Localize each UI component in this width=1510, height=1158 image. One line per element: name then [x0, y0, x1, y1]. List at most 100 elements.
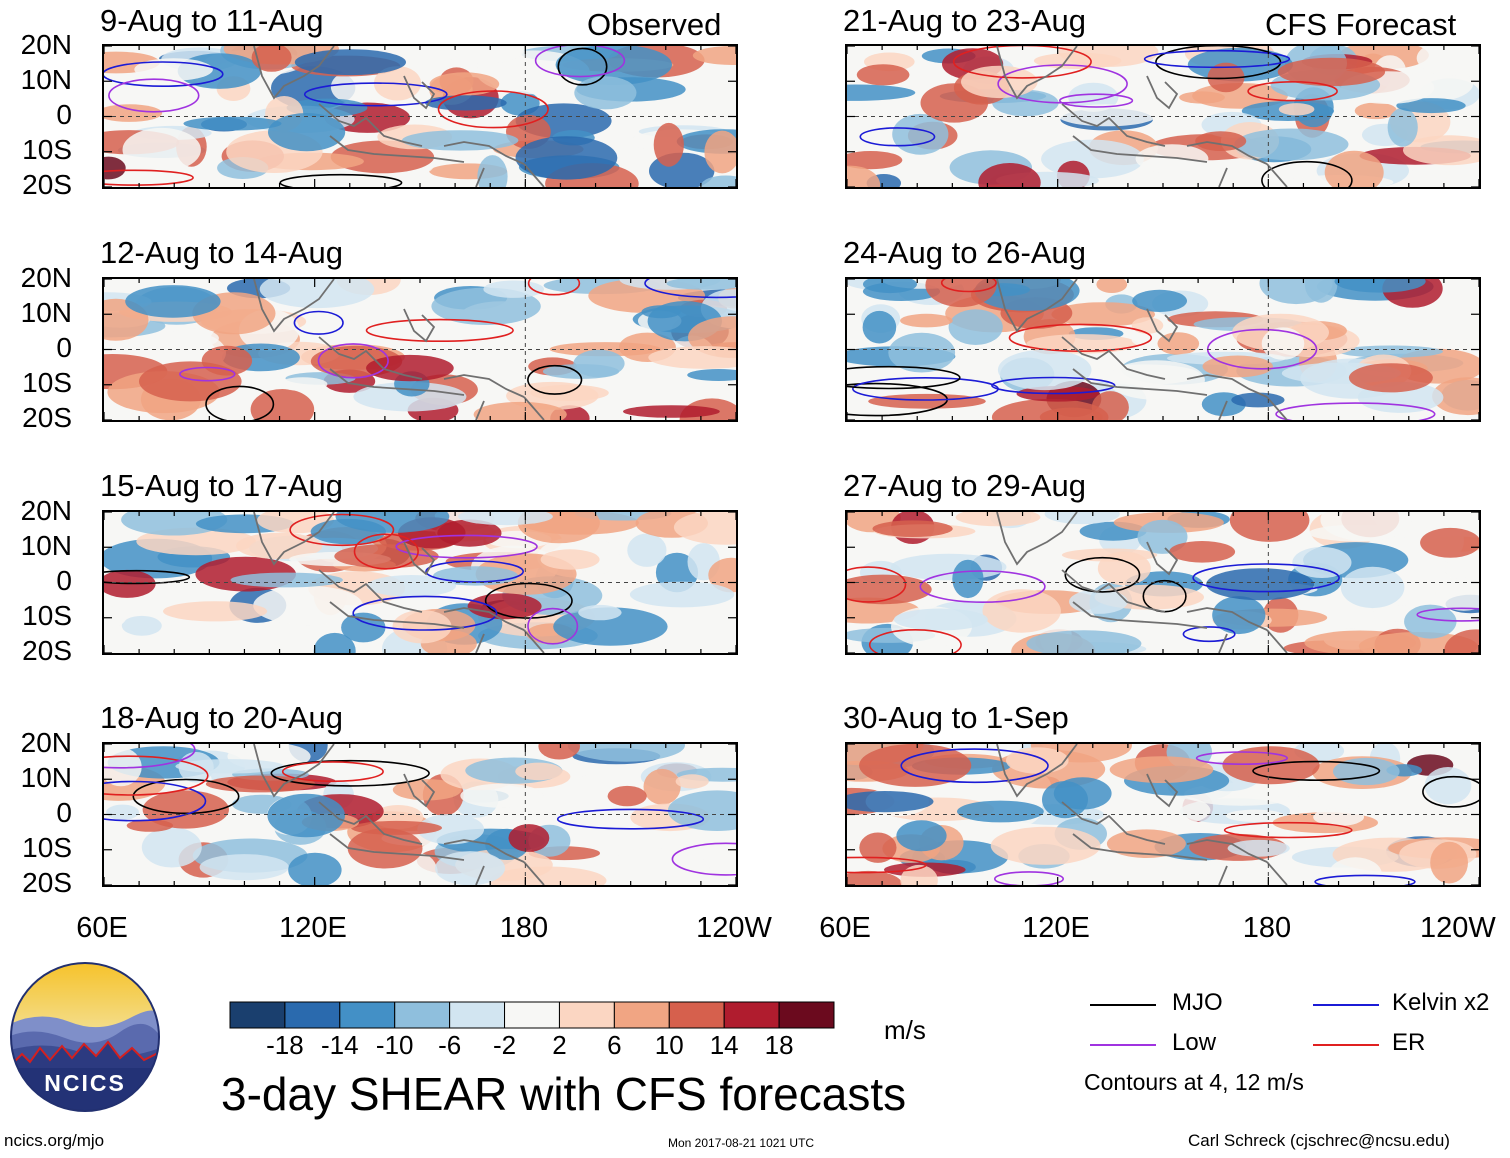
shear-shading [1195, 131, 1247, 151]
wave-contour [1422, 775, 1479, 808]
wave-contour [279, 173, 403, 187]
panel-title: 21-Aug to 23-Aug [843, 3, 1087, 38]
shear-shading [199, 854, 289, 881]
coastline [475, 865, 485, 885]
colorbar-swatch [339, 1001, 396, 1029]
x-tick-label: 120W [1420, 912, 1496, 944]
coastline [329, 833, 465, 861]
wave-contour [940, 279, 997, 293]
shear-shading [1137, 519, 1188, 554]
shear-shading [1117, 794, 1211, 827]
shear-shading [183, 116, 282, 131]
shear-shading [163, 601, 268, 622]
shear-shading [847, 165, 881, 187]
coastline [443, 374, 525, 398]
shear-shading [1313, 808, 1364, 827]
colorbar-swatch [229, 1001, 286, 1029]
colorbar-tick-label: 10 [654, 1030, 684, 1060]
shear-shading [872, 520, 953, 537]
shear-shading [424, 95, 507, 111]
shear-shading [1044, 512, 1120, 525]
map-panel [102, 44, 738, 189]
footer-url: ncics.org/mjo [4, 1131, 105, 1150]
shear-shading [1328, 857, 1382, 885]
wave-contour [527, 364, 583, 395]
shear-shading [673, 512, 736, 545]
shear-shading [1179, 91, 1225, 104]
coastline [403, 75, 436, 110]
shear-shading [477, 155, 508, 187]
shear-shading [1006, 747, 1069, 774]
shear-shading [862, 310, 897, 344]
colorbar-swatch [449, 1001, 506, 1029]
coastline [403, 541, 436, 576]
legend-line-kelvin [1313, 1004, 1379, 1006]
wave-contour [317, 343, 389, 379]
shear-shading [121, 512, 228, 536]
colorbar-swatch [284, 1001, 341, 1029]
shear-shading [896, 820, 947, 852]
shear-shading [515, 762, 563, 781]
shear-shading [687, 369, 736, 381]
colorbar-swatch [778, 1001, 835, 1029]
shear-shading [508, 824, 550, 852]
coastline [253, 279, 335, 333]
shear-shading [675, 774, 709, 789]
shear-shading [435, 851, 505, 885]
legend-line-er [1313, 1044, 1379, 1046]
wave-contour [104, 569, 191, 585]
wave-contour [1155, 46, 1282, 80]
wave-contour [104, 780, 207, 822]
shear-shading [1340, 566, 1405, 609]
shear-shading [997, 349, 1092, 391]
panel-title: 24-Aug to 26-Aug [843, 235, 1087, 270]
coastline [443, 607, 525, 631]
shear-shading [859, 744, 972, 787]
map-panel [102, 742, 738, 887]
shear-shading [961, 65, 1038, 99]
shear-shading [139, 361, 242, 402]
shear-shading [1430, 841, 1468, 884]
y-tick-label: 10N [20, 297, 72, 328]
shear-shading [1053, 777, 1112, 810]
coastline [523, 861, 545, 885]
y-tick-label: 0 [56, 99, 72, 130]
panel-title: 18-Aug to 20-Aug [100, 700, 344, 735]
shear-shading [1091, 391, 1129, 420]
wave-contour [1247, 81, 1338, 102]
y-tick-label: 10N [20, 530, 72, 561]
shear-shading [1132, 289, 1187, 312]
y-tick-label: 10S [22, 134, 72, 165]
shear-shading [1229, 512, 1310, 542]
coastline [523, 629, 545, 653]
legend-label-low: Low [1172, 1029, 1217, 1056]
shear-shading [1135, 144, 1209, 174]
shear-shading [1206, 568, 1315, 601]
shear-shading [666, 279, 736, 290]
shear-shading [1097, 551, 1151, 586]
shear-shading [863, 279, 917, 294]
shear-shading [473, 401, 567, 420]
shear-shading [392, 779, 462, 801]
coastline [1146, 773, 1179, 808]
shear-shading [253, 585, 363, 626]
shear-shading [1057, 104, 1158, 127]
shear-shading [847, 84, 916, 101]
shear-shading [1396, 98, 1466, 114]
shear-map [104, 279, 736, 420]
shear-map [104, 46, 736, 187]
coastline [1186, 839, 1268, 863]
shear-shading [121, 615, 162, 636]
shear-shading [1096, 279, 1128, 293]
shear-shading [555, 46, 672, 85]
footer-timestamp: Mon 2017-08-21 1021 UTC [668, 1136, 815, 1150]
shear-shading [578, 604, 622, 621]
coastline [443, 141, 525, 165]
coastline [1061, 801, 1166, 845]
wave-contour [1416, 607, 1479, 622]
wave-contour [1314, 874, 1416, 885]
ncics-logo-graphic: NCICS [10, 962, 160, 1112]
wave-contour [484, 582, 573, 619]
coastline [1218, 167, 1228, 187]
shear-shading [286, 98, 368, 117]
